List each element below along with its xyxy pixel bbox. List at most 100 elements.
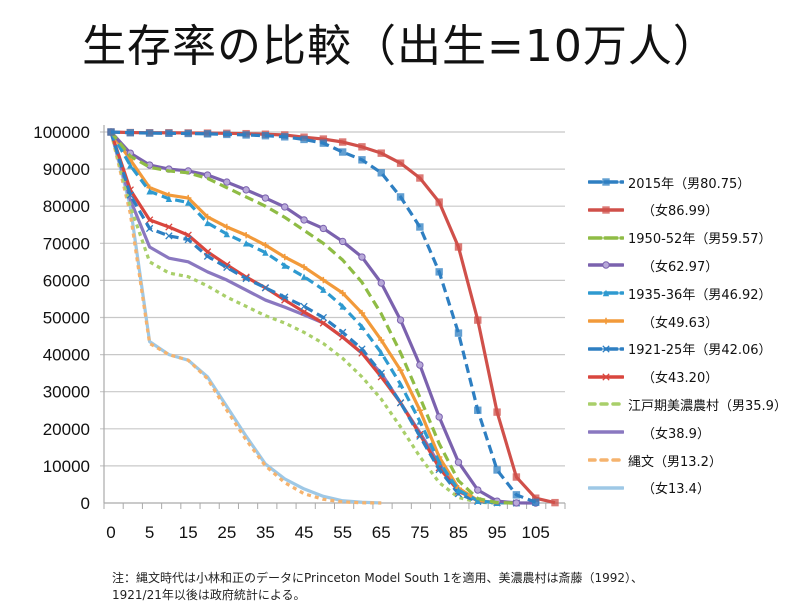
- x-tick-label: 45: [295, 523, 314, 542]
- chart-title: 生存率の比較（出生=10万人）: [82, 21, 718, 72]
- data-point: [416, 407, 424, 414]
- x-tick-label: 55: [333, 523, 352, 542]
- legend-label: 江戸期美濃農村（男35.9）: [628, 398, 787, 414]
- series-line: [109, 131, 382, 505]
- data-point: [223, 223, 231, 231]
- legend-swatch: [588, 345, 624, 353]
- y-tick-label: 20000: [43, 420, 90, 439]
- x-tick-label: 105: [522, 523, 550, 542]
- data-point: [320, 276, 327, 284]
- data-point: [416, 361, 424, 369]
- legend-item: （女38.9）: [588, 420, 710, 444]
- legend-label: （女38.9）: [642, 426, 710, 442]
- legend-label: 2015年（男80.75）: [628, 176, 751, 192]
- data-point: [281, 203, 289, 211]
- data-point: [377, 149, 385, 157]
- series-8: [109, 131, 498, 505]
- legend-label: （女86.99）: [642, 204, 719, 220]
- data-point: [474, 316, 482, 324]
- legend-label: 1950-52年（男59.57）: [628, 232, 772, 248]
- legend-label: （女43.20）: [642, 371, 719, 387]
- legend-marker: [602, 372, 610, 381]
- data-point: [339, 289, 346, 297]
- data-point: [261, 132, 270, 140]
- data-point: [339, 303, 346, 310]
- data-point: [531, 498, 540, 506]
- legend-item: 縄文（男13.2）: [588, 448, 722, 472]
- legend-swatch: [588, 372, 624, 381]
- data-point: [378, 336, 385, 344]
- footnote-line-2: 1921/21年以後は政府統計による。: [112, 588, 306, 602]
- legend-marker: [602, 178, 610, 186]
- data-point: [416, 418, 424, 425]
- legend-marker: [602, 261, 610, 270]
- legend-marker: [602, 317, 610, 325]
- legend-label: 縄文（男13.2）: [628, 454, 722, 470]
- data-point: [454, 458, 463, 466]
- data-point: [262, 249, 269, 256]
- data-point: [551, 498, 559, 507]
- data-point: [377, 279, 385, 287]
- data-point: [338, 328, 347, 336]
- y-tick-label: 10000: [43, 457, 90, 476]
- x-tick-label: 75: [410, 523, 429, 542]
- y-tick-label: 100000: [33, 123, 90, 142]
- legend-marker: [602, 289, 610, 297]
- y-tick-label: 0: [81, 494, 90, 513]
- data-point: [396, 399, 405, 407]
- data-point: [262, 241, 269, 249]
- data-point: [204, 213, 211, 221]
- legend-item: （女43.20）: [588, 365, 718, 389]
- data-point: [242, 240, 250, 247]
- data-point: [185, 199, 192, 206]
- data-point: [493, 408, 501, 416]
- data-point: [281, 253, 288, 261]
- legend-swatch: [588, 486, 624, 490]
- data-point: [184, 235, 192, 244]
- data-point: [146, 188, 153, 195]
- series-11: [109, 131, 382, 505]
- data-point: [165, 195, 173, 202]
- data-point: [126, 129, 135, 137]
- data-point: [338, 138, 347, 146]
- data-point: [203, 252, 212, 260]
- data-point: [223, 130, 231, 139]
- data-point: [396, 159, 405, 167]
- data-point: [358, 323, 366, 330]
- data-point: [184, 129, 192, 138]
- legend-swatch: [588, 402, 624, 407]
- data-point: [203, 130, 212, 138]
- x-tick-label: 5: [145, 523, 154, 542]
- y-tick-label: 90000: [43, 160, 90, 179]
- data-point: [320, 286, 327, 293]
- data-point: [358, 309, 366, 317]
- data-point: [454, 329, 463, 337]
- legend-item: 1935-36年（男46.92）: [588, 281, 772, 305]
- legend-swatch: [588, 458, 624, 462]
- data-point: [377, 369, 385, 377]
- data-point: [397, 366, 404, 374]
- legend-item: 2015年（男80.75）: [588, 170, 750, 194]
- data-point: [145, 216, 154, 224]
- data-point: [145, 224, 154, 233]
- legend-swatch: [588, 178, 624, 186]
- legend-item: 1921-25年（男42.06）: [588, 337, 772, 361]
- data-point: [242, 231, 250, 239]
- data-point: [300, 263, 308, 271]
- data-point: [300, 135, 308, 144]
- data-point: [165, 223, 173, 231]
- data-point: [416, 432, 424, 440]
- data-point: [474, 406, 482, 414]
- y-tick-label: 50000: [43, 309, 90, 328]
- data-point: [377, 169, 385, 177]
- series-line: [109, 131, 517, 505]
- series-line: [109, 131, 498, 505]
- data-point: [165, 129, 173, 137]
- data-point: [261, 194, 270, 202]
- data-point: [145, 129, 154, 137]
- y-tick-label: 60000: [43, 271, 90, 290]
- data-point: [319, 319, 328, 327]
- data-point: [223, 178, 231, 186]
- data-point: [242, 131, 250, 139]
- data-point: [319, 224, 328, 233]
